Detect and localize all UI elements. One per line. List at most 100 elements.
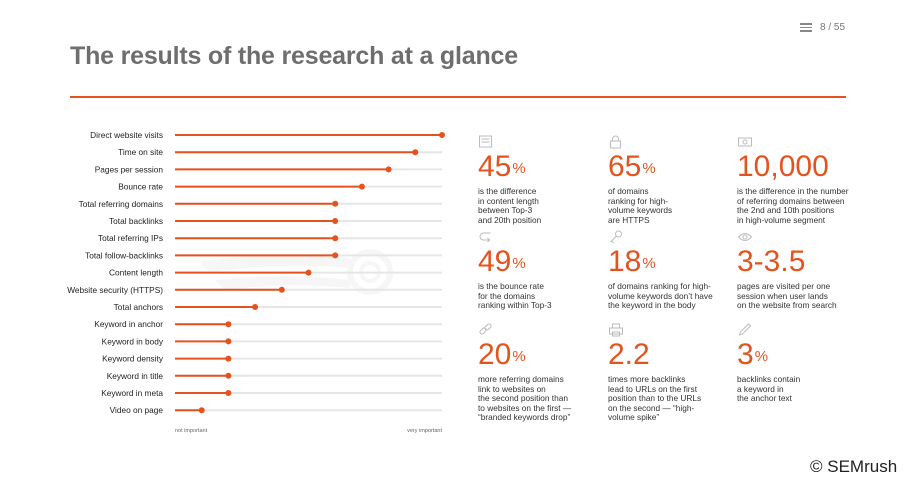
stat-description-line: and 20th position (478, 214, 542, 225)
category-label: Keyword in meta (101, 388, 163, 398)
value-point (198, 407, 205, 414)
x-axis-min-label: not important (175, 428, 208, 434)
chart-row: Pages per session (95, 164, 442, 174)
stat-description-line: lead to URLs on the first (608, 383, 698, 394)
category-label: Total backlinks (109, 216, 163, 226)
stat-description-line: on the website from search (737, 300, 837, 311)
value-point (225, 355, 232, 362)
x-axis-max-label: very important (407, 428, 442, 434)
page-number: 8 / 55 (820, 22, 846, 33)
stat-description-line: is the difference in the number (737, 186, 849, 196)
stat-value: 18% (608, 245, 656, 278)
chart-row: Total backlinks (109, 216, 442, 226)
stat-description-line: of referring domains between (737, 195, 845, 206)
stat-description-line: ranking within Top-3 (478, 300, 552, 311)
stat-description-line: position than to the URLs (608, 393, 702, 404)
stat-description: is the difference in content length betwee… (478, 186, 608, 225)
stat-description: of domains ranking for high-volume keywor… (608, 186, 738, 225)
chart-row: Content length (109, 268, 442, 278)
stat-block: 49% is the bounce rate for the domains rank… (478, 230, 608, 311)
category-label: Time on site (118, 147, 163, 157)
chart-row: Keyword in title (107, 371, 442, 381)
value-point (412, 149, 419, 156)
stat-description-line: in high-volume segment (737, 214, 826, 225)
stat-value: 3-3.5 (737, 245, 806, 278)
stat-block: 3% backlinks contain a keyword in the ancho… (737, 323, 867, 404)
value-point (225, 321, 232, 328)
stat-description-line: on the second — “high- (608, 402, 695, 413)
value-point (332, 218, 339, 224)
document-icon (479, 135, 492, 148)
stat-description: more referring domains link to websites o… (478, 374, 608, 423)
category-label: Keyword in anchor (94, 319, 163, 329)
category-label: Keyword density (102, 354, 164, 364)
chart-row: Total referring IPs (98, 233, 442, 243)
value-point (305, 269, 312, 276)
category-label: Bounce rate (118, 182, 163, 192)
chart-row: Total follow-backlinks (85, 250, 442, 260)
value-point (225, 338, 232, 345)
stat-description-line: pages are visited per one (737, 281, 831, 291)
page-title: The results of the research at a glance (70, 42, 518, 70)
value-point (439, 132, 445, 138)
stat-block: 20% more referring domains link to website… (478, 323, 608, 423)
stat-value: 49% (478, 245, 526, 278)
print-icon (609, 323, 623, 337)
stat-description-line: the second position than (478, 393, 568, 404)
stat-description-line: a keyword in (737, 383, 784, 394)
brand-logo: © SEMrush (810, 457, 898, 476)
stat-block: 10,000 is the difference in the number of … (737, 135, 867, 225)
stat-block: 2.2 times more backlinks lead to URLs on t… (608, 323, 738, 423)
category-label: Keyword in title (107, 371, 164, 381)
key-icon (610, 230, 622, 244)
stat-block: 18% of domains ranking for high-volume ke… (608, 230, 738, 311)
category-label: Content length (109, 268, 163, 278)
value-point (332, 235, 339, 242)
chart-row: Time on site (118, 147, 442, 157)
title-divider (70, 96, 846, 98)
stat-description-line: backlinks contain (737, 374, 801, 384)
chart-row: Total referring domains (79, 199, 442, 209)
stat-value: 65% (608, 150, 656, 183)
menu-icon[interactable] (800, 23, 812, 32)
return-arrow-icon (479, 232, 491, 243)
category-label: Total referring IPs (98, 233, 163, 243)
chart-row: Total anchors (114, 302, 442, 312)
money-icon (738, 137, 752, 147)
value-point (385, 166, 392, 173)
eye-icon (737, 233, 753, 241)
category-label: Total referring domains (79, 199, 163, 209)
stat-description-line: of domains (608, 186, 649, 196)
value-point (278, 286, 285, 293)
link-icon (479, 323, 492, 335)
stat-description-line: session when user lands (737, 290, 828, 301)
stat-value: 3% (737, 338, 769, 371)
stat-description-line: the keyword in the body (608, 300, 696, 311)
chart-row: Keyword in anchor (94, 319, 442, 329)
stat-block: 3-3.5 pages are visited per one session wh… (737, 230, 867, 311)
chart-row: Keyword density (102, 354, 442, 364)
value-point (252, 304, 259, 310)
stat-value: 10,000 (737, 150, 829, 183)
value-point (332, 200, 339, 207)
category-label: Total anchors (114, 302, 163, 312)
chart-row: Direct website visits (90, 130, 445, 140)
stat-description: pages are visited per one session when us… (737, 281, 867, 311)
stat-description: of domains ranking for high-volume keywo… (608, 281, 738, 311)
stat-description-line: link to websites on (478, 383, 546, 394)
category-label: Video on page (110, 405, 164, 415)
value-point (225, 372, 232, 379)
stat-description-line: in content length (478, 195, 539, 206)
value-point (332, 252, 339, 259)
stat-description-line: of domains ranking for high- (608, 281, 711, 291)
category-label: Website security (HTTPS) (67, 285, 163, 295)
stat-block: 45% is the difference in content length bet… (478, 135, 608, 225)
stat-description-line: ranking for high- (608, 195, 668, 206)
chart-row: Website security (HTTPS) (67, 285, 442, 295)
category-label: Total follow-backlinks (85, 250, 163, 260)
chart-row: Keyword in meta (101, 388, 442, 398)
stat-value: 20% (478, 338, 526, 371)
stat-description-line: volume keywords don’t have (608, 290, 713, 301)
chart-row: Bounce rate (118, 182, 442, 192)
stat-description: backlinks contain a keyword in the anchor … (737, 374, 867, 404)
